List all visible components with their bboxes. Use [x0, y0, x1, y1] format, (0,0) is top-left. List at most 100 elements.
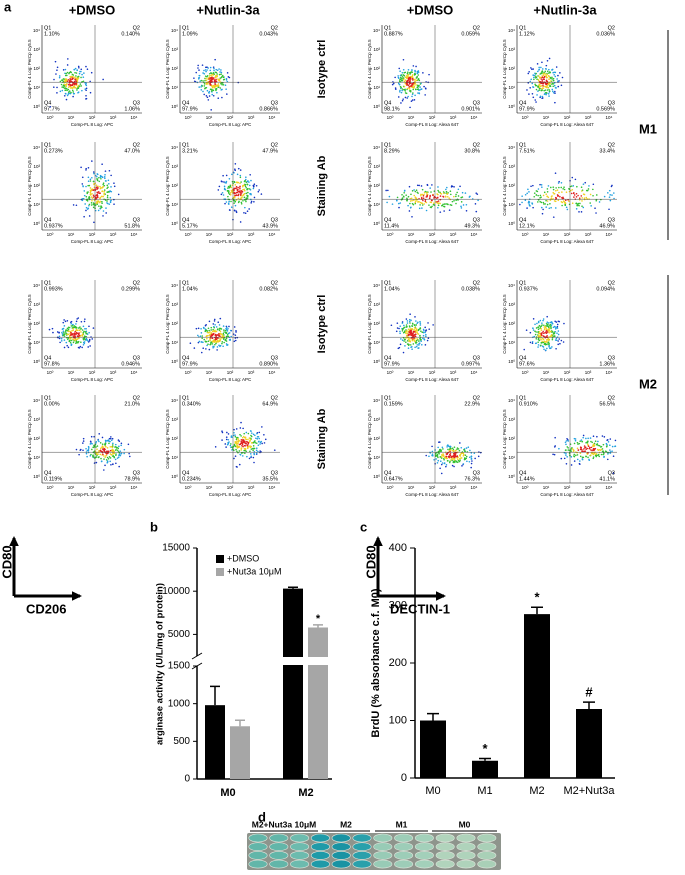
- event-dot: [396, 330, 398, 332]
- event-dot: [538, 69, 540, 71]
- event-dot: [78, 327, 80, 329]
- y-tick-label: 10000: [162, 586, 190, 597]
- event-dot: [108, 443, 110, 445]
- event-dot: [70, 72, 72, 74]
- x-axis-label: Comp-FL 8 Log: APC: [71, 122, 114, 127]
- event-dot: [398, 328, 400, 330]
- event-dot: [73, 342, 75, 344]
- event-dot: [83, 332, 85, 334]
- event-dot: [547, 89, 549, 91]
- event-dot: [100, 454, 102, 456]
- x-axis-label: Comp-FL 8 Log: Alexa 647: [540, 239, 594, 244]
- event-dot: [218, 68, 220, 70]
- event-dot: [416, 322, 418, 324]
- event-dot: [548, 196, 550, 198]
- event-dot: [254, 434, 256, 436]
- event-dot: [212, 337, 214, 339]
- event-dot: [211, 72, 213, 74]
- event-dot: [212, 81, 214, 83]
- event-dot: [609, 194, 611, 196]
- event-dot: [538, 328, 540, 330]
- event-dot: [230, 194, 232, 196]
- event-dot: [582, 207, 584, 209]
- y-tick-label: 10¹: [373, 340, 380, 345]
- event-dot: [103, 455, 105, 457]
- well: [394, 860, 412, 868]
- quadrant-value: 0.901%: [461, 106, 480, 112]
- event-dot: [565, 199, 567, 201]
- y-tick-label: 10³: [508, 47, 515, 52]
- event-dot: [97, 453, 99, 455]
- event-dot: [64, 339, 66, 341]
- event-dot: [235, 340, 237, 342]
- event-dot: [200, 328, 202, 330]
- event-dot: [247, 210, 249, 212]
- event-dot: [403, 352, 405, 354]
- event-dot: [249, 437, 251, 439]
- event-dot: [402, 76, 404, 78]
- event-dot: [585, 438, 587, 440]
- event-dot: [412, 89, 414, 91]
- event-dot: [246, 439, 248, 441]
- event-dot: [238, 191, 240, 193]
- event-dot: [106, 185, 108, 187]
- event-dot: [536, 85, 538, 87]
- event-dot: [534, 99, 536, 101]
- event-dot: [546, 332, 548, 334]
- x-tick-label: 10⁴: [471, 370, 478, 375]
- event-dot: [574, 194, 576, 196]
- event-dot: [209, 349, 211, 351]
- quadrant-value: 11.4%: [384, 223, 399, 229]
- event-dot: [567, 447, 569, 449]
- event-dot: [579, 460, 581, 462]
- event-dot: [80, 85, 82, 87]
- event-dot: [80, 341, 82, 343]
- event-dot: [423, 195, 425, 197]
- x-tick-label: M0: [220, 787, 235, 799]
- event-dot: [93, 195, 95, 197]
- event-dot: [112, 444, 114, 446]
- event-dot: [83, 438, 85, 440]
- event-dot: [406, 330, 408, 332]
- event-dot: [220, 334, 222, 336]
- y-tick-label: 1500: [168, 661, 191, 672]
- event-dot: [521, 195, 523, 197]
- y-axis-label: Comp-FL 4 Log: PerCp Cy5.5: [165, 294, 170, 354]
- x-tick-label: 10¹: [206, 232, 213, 237]
- event-dot: [573, 455, 575, 457]
- event-dot: [67, 58, 69, 60]
- event-dot: [593, 183, 595, 185]
- event-dot: [91, 443, 93, 445]
- y-tick-label: 100: [389, 714, 407, 726]
- event-dot: [425, 196, 427, 198]
- event-dot: [199, 75, 201, 77]
- event-dot: [225, 189, 227, 191]
- event-dot: [113, 182, 115, 184]
- x-tick-label: 10⁴: [269, 485, 276, 490]
- event-dot: [544, 71, 546, 73]
- event-dot: [581, 197, 583, 199]
- event-dot: [250, 199, 252, 201]
- x-tick-label: 10²: [429, 370, 436, 375]
- y-tick-label: 10¹: [508, 455, 515, 460]
- event-dot: [230, 443, 232, 445]
- event-dot: [199, 77, 201, 79]
- event-dot: [555, 207, 557, 209]
- event-dot: [436, 201, 438, 203]
- event-dot: [227, 196, 229, 198]
- event-dot: [469, 456, 471, 458]
- event-dot: [115, 444, 117, 446]
- event-dot: [544, 329, 546, 331]
- x-tick-label: 10⁰: [522, 485, 529, 490]
- event-dot: [420, 340, 422, 342]
- x-tick-label: 10¹: [543, 232, 550, 237]
- event-dot: [100, 188, 102, 190]
- y-axis-label: Comp-FL 4 Log: PerCp Cy5.5: [502, 294, 507, 354]
- event-dot: [586, 190, 588, 192]
- event-dot: [212, 343, 214, 345]
- x-tick-label: 10⁰: [522, 115, 529, 120]
- event-dot: [449, 461, 451, 463]
- y-tick-label: 10²: [373, 436, 380, 441]
- well: [311, 834, 329, 842]
- quadrant-value: 46.9%: [599, 223, 615, 229]
